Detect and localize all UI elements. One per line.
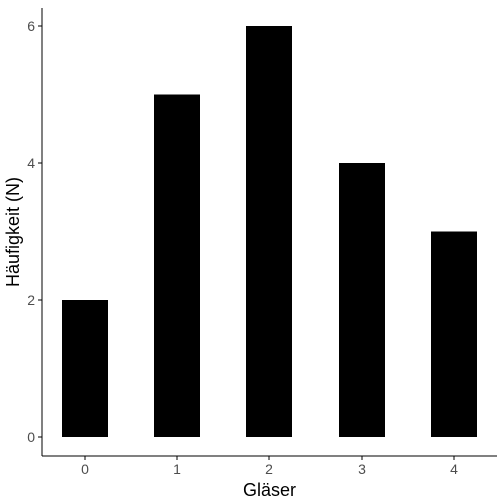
y-tick-label-6: 6 xyxy=(27,18,35,34)
x-tick-label-1: 1 xyxy=(173,461,181,477)
y-axis-title: Häufigkeit (N) xyxy=(3,177,23,287)
x-tick-label-3: 3 xyxy=(358,461,366,477)
bar-1 xyxy=(154,94,200,437)
bar-2 xyxy=(246,26,292,437)
y-tick-label-0: 0 xyxy=(27,429,35,445)
y-axis-ticks: 0 2 4 6 xyxy=(27,18,42,445)
y-tick-label-2: 2 xyxy=(27,292,35,308)
x-tick-label-4: 4 xyxy=(450,461,458,477)
x-axis-ticks: 0 1 2 3 4 xyxy=(81,456,458,477)
bar-0 xyxy=(62,300,108,437)
x-tick-label-2: 2 xyxy=(265,461,273,477)
x-axis-title: Gläser xyxy=(243,480,296,500)
bar-4 xyxy=(431,231,477,437)
bars-group xyxy=(62,26,477,437)
y-tick-label-4: 4 xyxy=(27,155,35,171)
x-tick-label-0: 0 xyxy=(81,461,89,477)
bar-3 xyxy=(339,163,385,437)
